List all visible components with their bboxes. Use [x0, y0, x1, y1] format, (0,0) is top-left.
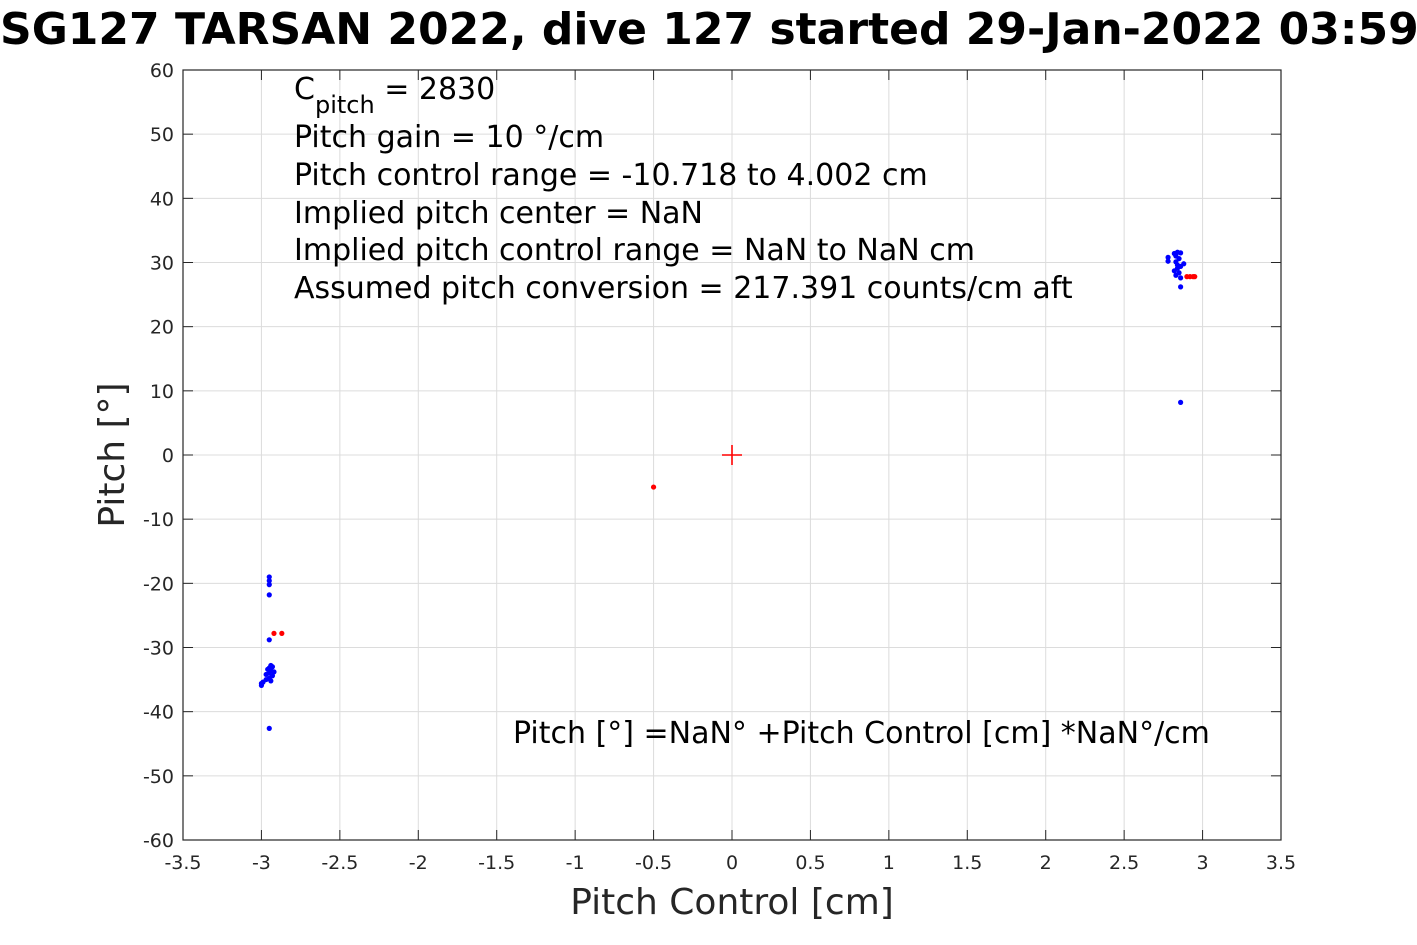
data-point [266, 582, 272, 588]
y-tick-label: -40 [143, 702, 174, 724]
data-point [650, 484, 657, 490]
data-point [1176, 256, 1182, 262]
data-point [258, 682, 265, 688]
data-point [1178, 275, 1184, 281]
x-tick-label: 3.5 [1266, 852, 1296, 874]
x-tick-label: 1.5 [952, 852, 982, 874]
data-point [266, 725, 272, 731]
x-tick-label: -1 [566, 852, 585, 874]
x-tick-label: 0.5 [795, 852, 825, 874]
control-range-annotation: Pitch control range = -10.718 to 4.002 c… [294, 158, 928, 193]
data-point [266, 574, 272, 580]
fit-equation-annotation: Pitch [°] =NaN° +Pitch Control [cm] *NaN… [513, 716, 1210, 751]
x-axis-label: Pitch Control [cm] [570, 882, 894, 923]
y-tick-label: 20 [150, 317, 174, 339]
data-point [1192, 274, 1198, 280]
data-point [263, 671, 269, 678]
x-tick-label: 0 [726, 852, 738, 874]
x-tick-label: 3 [1197, 852, 1209, 874]
y-tick-label: -30 [143, 638, 174, 660]
chart-title: SG127 TARSAN 2022, dive 127 started 29-J… [0, 4, 1417, 55]
y-tick-label: 10 [150, 381, 174, 403]
data-point [1165, 258, 1171, 264]
y-tick-label: 30 [150, 253, 174, 275]
data-point [1178, 250, 1184, 256]
data-point [268, 678, 274, 684]
y-tick-label: -50 [143, 766, 174, 788]
data-point [266, 578, 272, 584]
x-tick-label: -0.5 [635, 852, 672, 874]
data-point [271, 630, 277, 636]
annotation-block: Cpitch = 2830 Pitch gain = 10 °/cm Pitch… [294, 72, 1210, 751]
implied-center-annotation: Implied pitch center = NaN [294, 196, 703, 231]
c-pitch-main: C [294, 72, 315, 107]
x-tick-label: -1.5 [478, 852, 515, 874]
data-point [1165, 254, 1171, 260]
pitch-gain-annotation: Pitch gain = 10 °/cm [294, 120, 604, 155]
x-tick-labels: -3.5 -3 -2.5 -2 -1.5 -1 -0.5 0 0.5 1 1.5 2 2.5 3 3.5 [164, 852, 1296, 874]
plus-marker [722, 445, 742, 465]
implied-range-annotation: Implied pitch control range = NaN to NaN… [294, 233, 975, 268]
y-axis-label: Pitch [°] [92, 382, 133, 527]
x-tick-label: -3 [252, 852, 271, 874]
c-pitch-value: = 2830 [375, 72, 496, 107]
conversion-annotation: Assumed pitch conversion = 217.391 count… [294, 271, 1073, 306]
y-tick-labels: -60 -50 -40 -30 -20 -10 0 10 20 30 40 50 60 [143, 60, 174, 852]
data-point [1178, 284, 1184, 290]
data-point [279, 630, 285, 636]
data-points [258, 249, 1198, 731]
y-tick-label: 0 [162, 445, 174, 467]
y-tick-label: 60 [150, 60, 174, 82]
data-point [1181, 261, 1187, 267]
y-tick-label: -10 [143, 509, 174, 531]
y-tick-label: -60 [143, 830, 174, 852]
x-tick-label: -2.5 [321, 852, 358, 874]
x-tick-label: -2 [409, 852, 428, 874]
x-tick-label: -3.5 [164, 852, 201, 874]
data-point [1171, 268, 1177, 274]
y-tick-label: 40 [150, 188, 174, 210]
x-tick-label: 2.5 [1109, 852, 1139, 874]
y-tick-label: -20 [143, 573, 174, 595]
c-pitch-subscript: pitch [315, 91, 375, 119]
tick-marks [182, 69, 1282, 841]
x-tick-label: 1 [883, 852, 895, 874]
data-point [266, 637, 272, 643]
x-tick-label: 2 [1040, 852, 1052, 874]
c-pitch-annotation: Cpitch = 2830 [294, 72, 495, 119]
y-tick-label: 50 [150, 124, 174, 146]
data-point [266, 592, 272, 598]
data-point [1173, 272, 1179, 278]
data-point [1178, 399, 1184, 405]
